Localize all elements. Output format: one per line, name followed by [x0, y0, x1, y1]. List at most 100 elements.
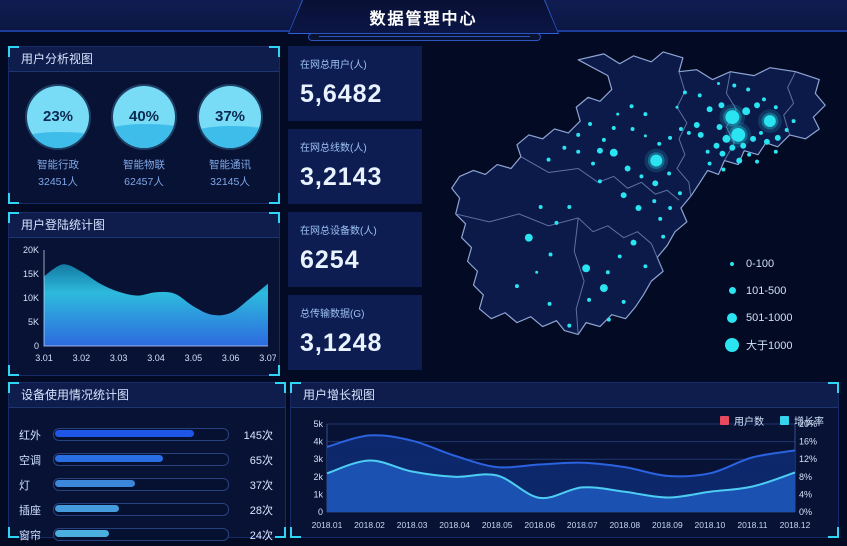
map-bubble[interactable] — [668, 135, 673, 140]
map-bubble[interactable] — [697, 131, 704, 138]
map-bubble[interactable] — [643, 112, 648, 117]
map-bubble[interactable] — [736, 157, 743, 164]
map-bubble[interactable] — [652, 180, 659, 187]
growth-rate-line-series[interactable] — [326, 459, 796, 500]
map-bubble[interactable] — [617, 254, 622, 259]
map-bubble[interactable] — [784, 127, 789, 132]
map-bubble[interactable] — [697, 93, 702, 98]
map-bubble[interactable] — [746, 87, 751, 92]
map-bubble[interactable] — [588, 122, 593, 127]
map-legend-item[interactable]: 101-500 — [728, 277, 793, 304]
map-bubble[interactable] — [538, 205, 543, 210]
map-bubble[interactable] — [643, 134, 647, 138]
map-bubble[interactable] — [668, 206, 673, 210]
map-bubble[interactable] — [755, 159, 760, 164]
map-bubble[interactable] — [601, 137, 606, 142]
legend-item-users[interactable]: 用户数 — [720, 413, 764, 428]
map-bubble[interactable] — [547, 301, 552, 306]
growth-rate-area-series[interactable] — [327, 460, 795, 512]
map-bubble[interactable] — [713, 142, 720, 149]
map-bubble[interactable] — [773, 149, 778, 154]
map-bubble[interactable] — [675, 105, 679, 109]
map-bubble[interactable] — [754, 102, 760, 109]
map-bubble[interactable] — [630, 239, 637, 246]
device-bar-track[interactable] — [53, 503, 229, 516]
map-bubble[interactable] — [616, 112, 620, 116]
map-bubble[interactable] — [717, 82, 720, 86]
login-area-chart[interactable]: 0 5K 10K 15K 20K 3.01 3.02 3.03 3.04 3.05 3.06 3.07 — [12, 242, 277, 374]
map-bubble[interactable] — [686, 130, 691, 135]
map-bubble[interactable] — [750, 135, 757, 142]
map-bubble[interactable] — [554, 220, 559, 225]
map-bubble[interactable] — [643, 264, 648, 269]
growth-line-chart[interactable]: 0 0% 1k 4% 2k 8% 3k 12% 4k 16% 5k 20% 2018.01 2018.02… — [297, 414, 832, 538]
map-bubble[interactable] — [761, 97, 766, 102]
map-bubble[interactable] — [621, 299, 626, 304]
map-bubble[interactable] — [759, 130, 763, 135]
map-bubble[interactable] — [732, 83, 737, 88]
map-bubble[interactable] — [657, 141, 662, 146]
map-legend-item[interactable]: 0-100 — [730, 250, 793, 277]
map-bubble[interactable] — [620, 192, 627, 199]
map-bubble[interactable] — [682, 90, 687, 95]
map-legend-item[interactable]: 大于1000 — [725, 331, 793, 358]
map-bubble[interactable] — [611, 126, 616, 130]
map-bubble[interactable] — [562, 145, 567, 150]
map-bubble[interactable] — [630, 127, 635, 131]
map-bubble[interactable] — [624, 165, 631, 172]
map-bubble[interactable] — [721, 167, 726, 172]
map-bubble[interactable] — [576, 149, 581, 154]
map-bubble[interactable] — [587, 297, 592, 302]
map-bubble[interactable] — [576, 132, 581, 137]
device-bar-track[interactable] — [53, 453, 229, 466]
map-bubble[interactable] — [706, 106, 713, 113]
map-bubble[interactable] — [742, 107, 751, 116]
map-bubble[interactable] — [524, 233, 533, 242]
device-bar-track[interactable] — [53, 428, 229, 441]
map-bubble[interactable] — [599, 284, 608, 292]
map-bubble[interactable] — [582, 264, 591, 273]
map-bubble[interactable] — [567, 205, 572, 210]
map-bubble[interactable] — [705, 149, 710, 154]
map-bubble[interactable] — [747, 152, 752, 157]
map-bubble[interactable] — [719, 150, 726, 157]
legend-item-growth-rate[interactable]: 增长率 — [780, 413, 824, 428]
map-bubble[interactable] — [725, 110, 740, 125]
map-bubble[interactable] — [763, 115, 776, 128]
map-bubble[interactable] — [609, 148, 618, 157]
map-bubble[interactable] — [791, 119, 796, 124]
liquid-gauge[interactable]: 40% — [113, 86, 175, 148]
map-bubble[interactable] — [652, 199, 657, 204]
province-map[interactable] — [430, 42, 842, 377]
map-bubble[interactable] — [707, 161, 712, 166]
login-area-series[interactable] — [44, 264, 268, 346]
map-bubble[interactable] — [667, 171, 672, 176]
map-bubble[interactable] — [731, 127, 746, 142]
map-bubble[interactable] — [774, 134, 781, 141]
map-bubble[interactable] — [535, 270, 539, 274]
map-bubble[interactable] — [718, 102, 725, 109]
map-legend-item[interactable]: 501-1000 — [727, 304, 793, 331]
map-bubble[interactable] — [661, 234, 666, 239]
map-bubble[interactable] — [740, 142, 747, 149]
bubble-map[interactable]: 0-100 101-500 501-1000 大于1000 — [430, 42, 842, 377]
map-bubble[interactable] — [606, 317, 611, 322]
map-bubble[interactable] — [639, 174, 644, 179]
map-bubble[interactable] — [514, 284, 519, 289]
map-bubble[interactable] — [597, 179, 602, 184]
map-bubble[interactable] — [678, 127, 683, 131]
map-bubble[interactable] — [548, 252, 553, 257]
map-bubble[interactable] — [605, 270, 610, 275]
liquid-gauge[interactable]: 23% — [27, 86, 89, 148]
map-bubble[interactable] — [635, 205, 642, 211]
map-bubble[interactable] — [591, 161, 595, 166]
map-bubble[interactable] — [629, 104, 634, 109]
map-bubble[interactable] — [716, 124, 723, 130]
map-bubble[interactable] — [596, 147, 603, 154]
map-bubble[interactable] — [722, 134, 731, 143]
map-bubble[interactable] — [546, 157, 551, 162]
device-bar-track[interactable] — [53, 528, 229, 541]
map-bubble[interactable] — [677, 191, 682, 196]
device-bar-track[interactable] — [53, 478, 229, 491]
users-line-series[interactable] — [326, 434, 796, 478]
